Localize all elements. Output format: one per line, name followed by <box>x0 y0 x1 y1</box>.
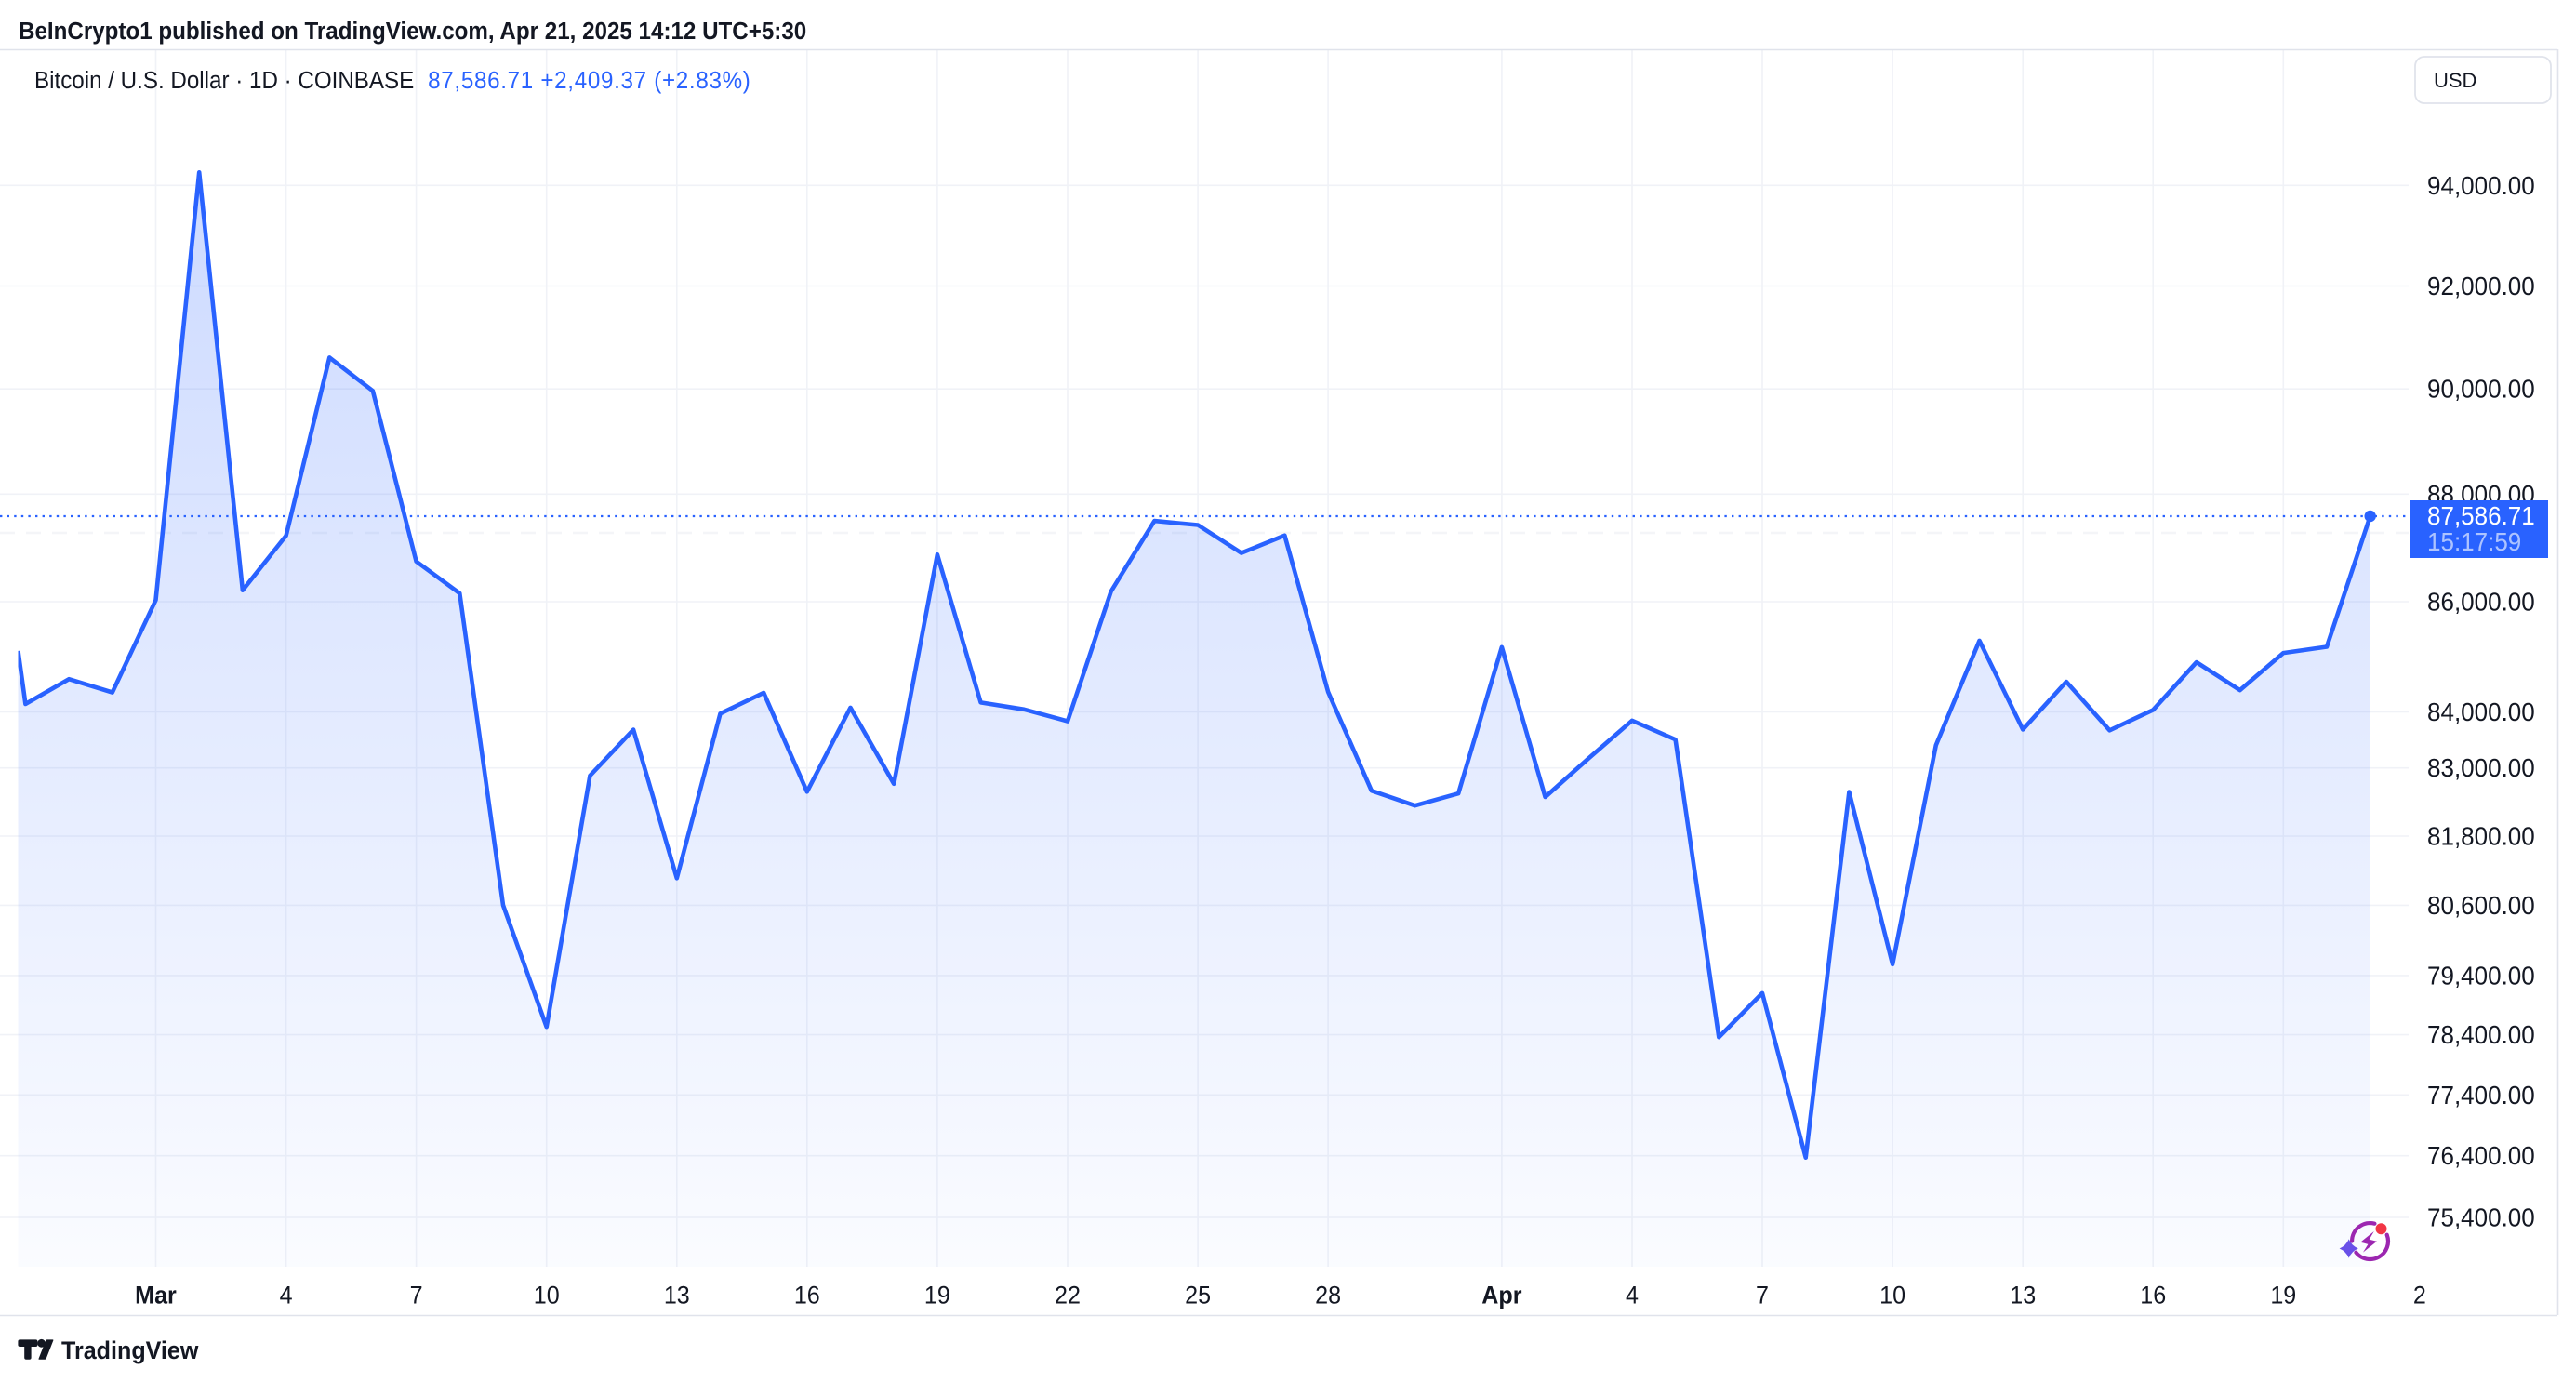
svg-text:13: 13 <box>2010 1281 2036 1309</box>
svg-text:10: 10 <box>1879 1281 1905 1309</box>
svg-text:USD: USD <box>2434 69 2476 92</box>
svg-text:Mar: Mar <box>135 1281 177 1309</box>
svg-text:BeInCrypto1 published on Tradi: BeInCrypto1 published on TradingView.com… <box>19 18 806 45</box>
svg-text:22: 22 <box>1055 1281 1081 1309</box>
svg-text:90,000.00: 90,000.00 <box>2427 375 2535 404</box>
svg-text:79,400.00: 79,400.00 <box>2427 962 2535 990</box>
svg-text:75,400.00: 75,400.00 <box>2427 1203 2535 1232</box>
svg-text:92,000.00: 92,000.00 <box>2427 272 2535 300</box>
svg-text:28: 28 <box>1315 1281 1341 1309</box>
svg-text:4: 4 <box>280 1281 293 1309</box>
svg-text:Bitcoin / U.S. Dollar · 1D · C: Bitcoin / U.S. Dollar · 1D · COINBASE 87,… <box>34 67 751 94</box>
svg-text:7: 7 <box>1756 1281 1769 1309</box>
svg-text:15:17:59: 15:17:59 <box>2427 527 2521 556</box>
svg-text:78,400.00: 78,400.00 <box>2427 1020 2535 1049</box>
svg-text:77,400.00: 77,400.00 <box>2427 1081 2535 1110</box>
svg-text:84,000.00: 84,000.00 <box>2427 698 2535 726</box>
svg-text:81,800.00: 81,800.00 <box>2427 822 2535 851</box>
svg-text:16: 16 <box>2140 1281 2166 1309</box>
svg-text:19: 19 <box>2270 1281 2296 1309</box>
svg-text:80,600.00: 80,600.00 <box>2427 891 2535 920</box>
svg-text:TradingView: TradingView <box>61 1335 199 1364</box>
svg-text:4: 4 <box>1626 1281 1639 1309</box>
svg-text:25: 25 <box>1185 1281 1211 1309</box>
svg-text:Apr: Apr <box>1481 1281 1521 1309</box>
svg-text:16: 16 <box>794 1281 820 1309</box>
svg-text:76,400.00: 76,400.00 <box>2427 1141 2535 1170</box>
svg-text:10: 10 <box>534 1281 560 1309</box>
svg-text:13: 13 <box>664 1281 690 1309</box>
svg-text:19: 19 <box>924 1281 950 1309</box>
svg-text:2: 2 <box>2413 1281 2426 1309</box>
svg-text:94,000.00: 94,000.00 <box>2427 171 2535 200</box>
svg-text:83,000.00: 83,000.00 <box>2427 753 2535 782</box>
svg-text:86,000.00: 86,000.00 <box>2427 588 2535 617</box>
svg-text:87,586.71: 87,586.71 <box>2427 501 2535 530</box>
svg-text:7: 7 <box>410 1281 423 1309</box>
